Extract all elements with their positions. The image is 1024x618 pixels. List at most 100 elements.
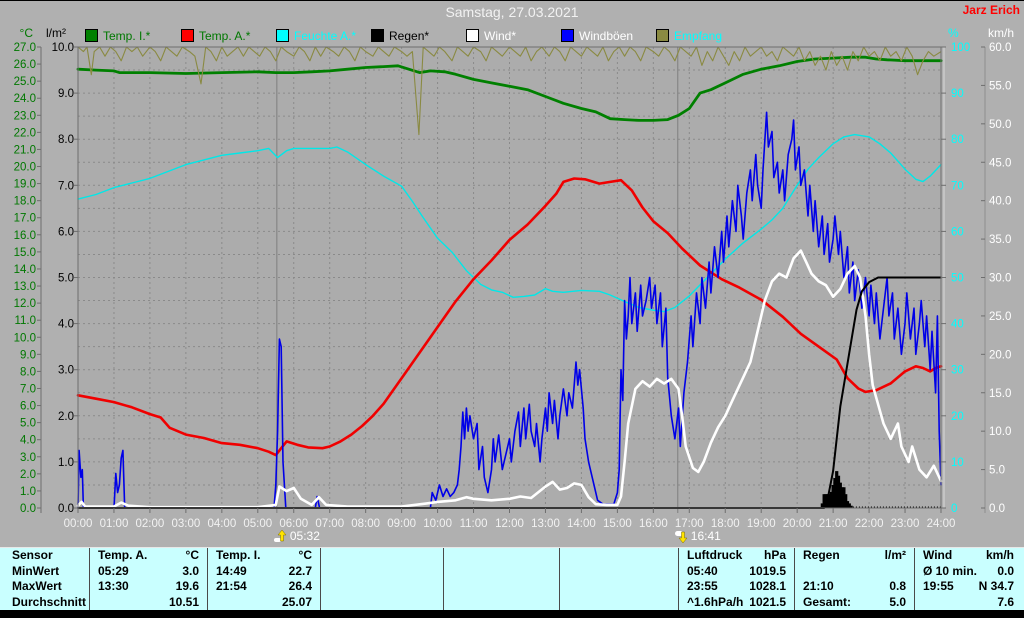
table-col-luftdruck-header-time: Luftdruck: [687, 548, 743, 562]
rain-bar: [822, 494, 826, 508]
rain-tick-label: 1.0: [58, 457, 74, 469]
table-col-temp-i--header: Temp. I. °C: [208, 548, 320, 564]
table-col-regen-row3: Gesamt: 5.0: [795, 595, 914, 611]
row-label-minwert: MinWert: [4, 564, 89, 580]
kmh-tick-label: 45.0: [989, 157, 1011, 169]
table-col-temp-a--row3-value: 10.51: [168, 594, 199, 609]
tempC-tick-label: 19.0: [14, 179, 36, 191]
table-col-regen-header-value: l/m²: [884, 548, 906, 562]
tempC-tick-label: 20.0: [14, 162, 36, 174]
table-col-wind-header-time: Wind: [923, 548, 953, 562]
legend-label: Temp. I.*: [103, 28, 151, 43]
tempC-tick-label: 21.0: [14, 144, 36, 156]
legend-swatch: [276, 29, 289, 42]
table-col-regen: Regen l/m² 21:10 0.8 Gesamt: 5.0: [794, 548, 914, 611]
tempC-tick-label: 16.0: [14, 230, 36, 242]
series-empfang: [77, 46, 942, 136]
tempC-tick-label: 2.0: [20, 469, 36, 481]
table-col-empty: [443, 548, 559, 611]
rain-bar: [820, 503, 824, 508]
page-title: Samstag, 27.03.2021: [445, 4, 579, 20]
station-owner-label: Jarz Erich: [962, 3, 1020, 17]
axis-unit-tempC: °C: [20, 26, 34, 40]
legend-item-empfang: Empfang: [656, 29, 722, 43]
rain-bar: [838, 482, 842, 508]
table-col-wind-row1-time: Ø 10 min.: [923, 563, 978, 578]
legend-swatch: [466, 29, 479, 42]
table-col-luftdruck-row1-time: 05:40: [687, 563, 718, 578]
rain-bar: [845, 501, 850, 508]
kmh-tick-label: 60.0: [989, 42, 1011, 54]
rain-bar: [844, 494, 848, 508]
table-col-temp-a--row3: 10.51: [90, 595, 207, 611]
table-col-wind: Wind km/h Ø 10 min. 0.0 19:55 N 34.7 7.6: [914, 548, 1022, 611]
x-tick-label: 13:00: [531, 518, 560, 530]
pct-tick-label: 100: [951, 42, 970, 54]
tempC-tick-label: 12.0: [14, 298, 36, 310]
kmh-tick-label: 5.0: [989, 465, 1005, 477]
x-tick-label: 23:00: [891, 518, 920, 530]
pct-tick-label: 90: [951, 88, 964, 100]
table-col-temp-a--row1: 05:29 3.0: [90, 564, 207, 580]
x-tick-label: 20:00: [783, 518, 812, 530]
legend-label: Temp. A.*: [199, 28, 251, 43]
rain-tick-label: 3.0: [58, 365, 74, 377]
table-col-luftdruck-row1-value: 1019.5: [749, 563, 786, 578]
pct-tick-label: 0: [951, 503, 957, 515]
window-top-border: [0, 0, 1024, 1]
legend-item-temp-i-: Temp. I.*: [85, 28, 151, 43]
legend-item-temp-a-: Temp. A.*: [181, 28, 251, 43]
table-col-temp-i--row1-value: 22.7: [288, 563, 312, 578]
x-tick-label: 01:00: [100, 518, 129, 530]
table-col-regen-row3-time: Gesamt:: [803, 594, 852, 609]
table-col-temp-i--header-time: Temp. I.: [216, 548, 261, 562]
x-tick-label: 22:00: [855, 518, 884, 530]
table-col-regen-row1: [795, 564, 914, 580]
legend: Temp. I.* Temp. A.* Feuchte A.* Regen* Wind*…: [0, 0, 1024, 44]
x-tick-label: 08:00: [351, 518, 380, 530]
tempC-tick-label: 5.0: [20, 418, 36, 430]
table-col-regen-row3-value: 5.0: [889, 594, 906, 609]
table-col-wind-row2: 19:55 N 34.7: [915, 579, 1022, 595]
rain-bar: [829, 491, 833, 508]
table-col-empty: [320, 548, 443, 611]
kmh-tick-label: 40.0: [989, 196, 1011, 208]
row-label-maxwert-time: MaxWert: [12, 579, 62, 593]
tempC-tick-label: 24.0: [14, 93, 36, 105]
tempC-tick-label: 9.0: [20, 349, 36, 361]
pct-tick-label: 80: [951, 134, 964, 146]
table-col-temp-a--row1-value: 3.0: [182, 563, 199, 578]
table-col-temp-a--row1-time: 05:29: [98, 563, 129, 578]
rain-bar: [840, 487, 844, 508]
table-col-temp-i--row2: 21:54 26.4: [208, 579, 320, 595]
tempC-tick-label: 25.0: [14, 76, 36, 88]
tempC-tick-label: 27.0: [14, 42, 36, 54]
pct-tick-label: 10: [951, 457, 964, 469]
x-tick-label: 07:00: [315, 518, 344, 530]
tempC-tick-label: 13.0: [14, 281, 36, 293]
table-col-temp-i--row1: 14:49 22.7: [208, 564, 320, 580]
table-col-luftdruck-row3: ^1.6hPa/h 1021.5: [679, 595, 794, 611]
sunrise-time: 05:32: [289, 529, 320, 543]
tempC-tick-label: 0.0: [20, 503, 36, 515]
tempC-tick-label: 10.0: [14, 332, 36, 344]
series-temp-a-: [76, 177, 943, 457]
legend-item-wind-: Wind*: [466, 29, 516, 43]
legend-swatch: [181, 29, 194, 42]
tempC-tick-label: 14.0: [14, 264, 36, 276]
rain-bar: [824, 494, 828, 508]
table-col-luftdruck-row2-time: 23:55: [687, 579, 718, 593]
table-col-empty: [559, 548, 678, 611]
table-col-luftdruck: Luftdruck hPa 05:40 1019.5 23:55 1028.1 ^1.6hP…: [678, 548, 794, 611]
table-col-temp-i--header-value: °C: [298, 548, 312, 562]
table-col-temp-i-: Temp. I. °C 14:49 22.7 21:54 26.4 25.07: [207, 548, 320, 611]
kmh-tick-label: 10.0: [989, 426, 1011, 438]
rain-tick-label: 8.0: [58, 134, 74, 146]
rain-bar: [827, 494, 832, 508]
tempC-tick-label: 3.0: [20, 452, 36, 464]
x-tick-label: 02:00: [136, 518, 165, 530]
legend-item-windb-en: Windböen: [561, 29, 633, 43]
legend-item-regen-: Regen*: [371, 29, 429, 43]
table-col-luftdruck-row1: 05:40 1019.5: [679, 564, 794, 580]
